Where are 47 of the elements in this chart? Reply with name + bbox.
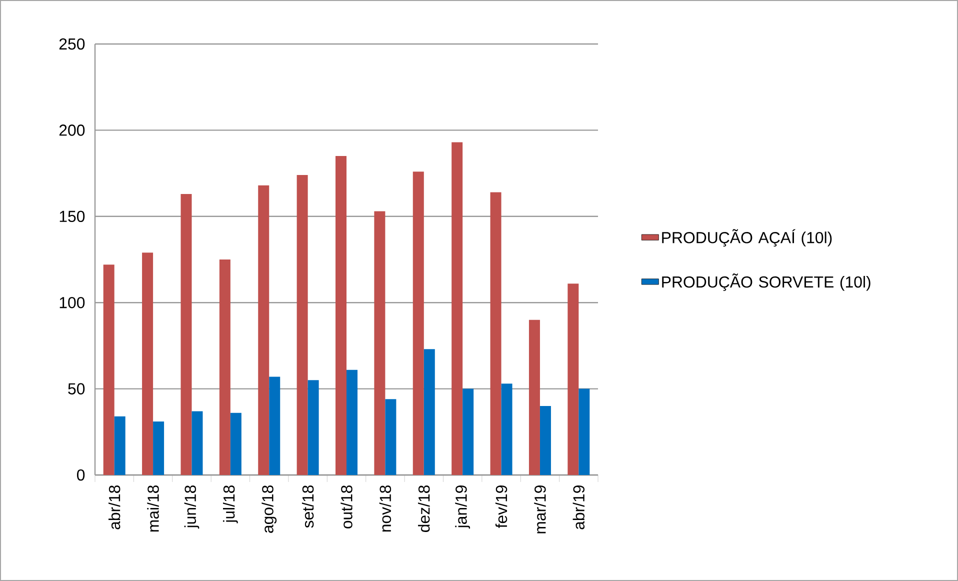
x-tick-label: abr/19 [572,486,585,530]
x-tick-label: out/18 [340,485,352,528]
x-tick-label: abr/18 [108,485,120,530]
bar [142,252,154,475]
bar [462,388,474,475]
bar [540,406,551,475]
bar [568,284,579,475]
bar [336,156,347,475]
y-tick-label: 200 [59,124,85,136]
x-tick-label: dez/18 [418,485,430,532]
x-tick-label: jan/19 [455,486,470,529]
bar [490,192,502,475]
x-tick-label: mar/19 [534,486,546,534]
bar [258,185,270,475]
bar [501,384,512,475]
x-tick-label: nov/18 [379,485,392,532]
bar [296,175,308,475]
bar [412,172,424,475]
bar [114,416,126,475]
bar [153,422,164,475]
bar [103,264,114,475]
y-tick-label: 150 [60,210,85,222]
x-tick-label: mai/18 [147,485,159,532]
bar [452,142,463,475]
bar [219,259,230,475]
bar [230,412,242,475]
legend-label: PRODUÇÃO AÇAÍ (10l) [662,229,832,246]
x-tick-label: fev/19 [495,486,508,528]
y-tick-label: 250 [59,38,85,50]
bar [374,211,386,475]
x-tick-label: ago/18 [262,485,277,533]
bar [424,349,435,475]
y-tick-label: 50 [68,383,85,394]
bar [346,370,358,475]
bar [528,320,540,475]
bar [308,380,319,475]
x-tick-label: set/18 [302,485,314,528]
y-tick-label: 0 [76,469,85,481]
y-tick-label: 100 [60,296,85,308]
legend-label: PRODUÇÃO SORVETE (10l) [662,274,870,291]
bar [385,399,396,475]
bar [269,376,280,475]
x-tick-label: jun/18 [184,485,200,529]
bar [192,411,203,475]
bar [578,388,590,475]
bar [180,194,192,475]
x-tick-label: jul/18 [223,485,238,524]
